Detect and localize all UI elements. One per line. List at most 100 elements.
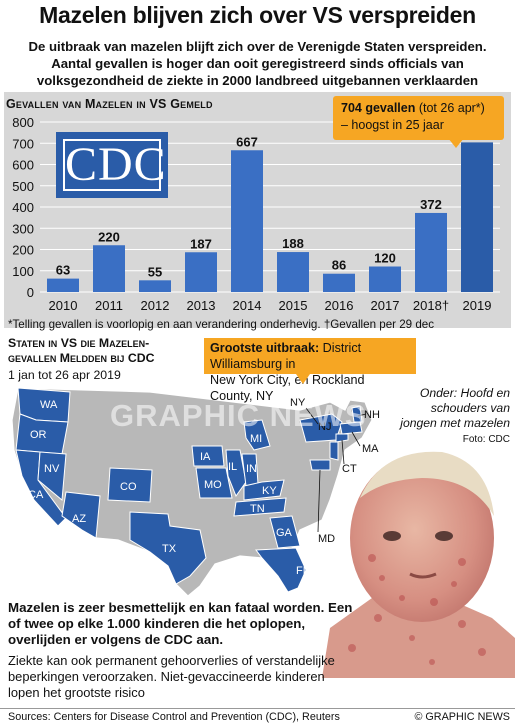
- label-ct: CT: [342, 463, 357, 475]
- label-ga: GA: [276, 527, 293, 539]
- state-ct: [335, 433, 349, 443]
- state-il: [225, 449, 247, 498]
- y-tick-800: 800: [12, 115, 34, 130]
- state-nh: [351, 405, 363, 423]
- x-tick-2013: 2013: [187, 298, 216, 313]
- state-co: [107, 467, 153, 503]
- data-label-2013: 187: [190, 236, 212, 251]
- x-tick-2016: 2016: [325, 298, 354, 313]
- callout-line2: – hoogst in 25 jaar: [341, 118, 444, 132]
- y-tick-400: 400: [12, 200, 34, 215]
- state-or: [15, 413, 69, 455]
- bar-2018†: [415, 212, 447, 292]
- leader-nh: [357, 413, 367, 417]
- chart-heading: Gevallen van Mazelen in VS Gemeld: [6, 97, 213, 111]
- outbreak-rest: District Williamsburg in: [210, 341, 362, 371]
- label-ia: IA: [200, 451, 211, 463]
- map-heading-line-1: Staten in VS die Mazelen-: [8, 336, 150, 350]
- state-mo: [195, 467, 233, 499]
- x-tick-2010: 2010: [49, 298, 78, 313]
- callout-pointer: [448, 138, 464, 148]
- label-tx: TX: [162, 543, 177, 555]
- map-date: 1 jan tot 26 apr 2019: [8, 368, 121, 382]
- label-in: IN: [246, 463, 257, 475]
- state-ky: [243, 479, 285, 501]
- footer-rule: [0, 708, 515, 726]
- bar-2010: [47, 278, 79, 292]
- data-label-2014: 667: [236, 134, 258, 149]
- largest-outbreak-callout: Grootste uitbraak: District Williamsburg…: [204, 338, 416, 403]
- callout-bold: 704 gevallen: [341, 101, 416, 115]
- data-label-2015: 188: [282, 236, 304, 251]
- y-tick-0: 0: [27, 285, 34, 300]
- data-label-2016: 86: [332, 258, 346, 273]
- label-nv: NV: [44, 463, 60, 475]
- map-heading-line-2: gevallen Meldden bij CDC: [8, 351, 155, 365]
- callout-rest: (tot 26 apr*): [415, 101, 485, 115]
- x-tick-2015: 2015: [279, 298, 308, 313]
- subtitle-line-2: Aantal gevallen is hoger dan ooit geregi…: [51, 56, 464, 71]
- state-ga: [269, 515, 301, 549]
- bar-2019: [461, 142, 493, 292]
- label-il: IL: [228, 461, 237, 473]
- bar-2012: [139, 280, 171, 292]
- page-title: Mazelen blijven zich over VS verspreiden: [39, 2, 476, 28]
- state-nv: [37, 451, 67, 501]
- x-tick-2018†: 2018†: [413, 298, 449, 313]
- state-md: [309, 459, 331, 471]
- watermark: GRAPHIC NEWS: [110, 398, 367, 433]
- photo-caption: Onder: Hoofd en schouders van jongen met…: [400, 386, 510, 430]
- outbreak-pointer: [296, 374, 310, 384]
- state-ma: [339, 421, 363, 435]
- state-mi: [243, 419, 271, 451]
- label-nh: NH: [364, 409, 380, 421]
- data-label-2010: 63: [56, 263, 70, 278]
- label-ny: NY: [290, 397, 306, 409]
- sources: Sources: Centers for Disease Control and…: [8, 711, 340, 723]
- state-fl: [255, 547, 307, 593]
- cdc-logo: [56, 132, 168, 198]
- label-tn: TN: [250, 503, 265, 515]
- label-ky: KY: [262, 485, 277, 497]
- data-label-2018†: 372: [420, 197, 442, 212]
- y-tick-200: 200: [12, 243, 34, 258]
- boy-photo: [322, 451, 515, 678]
- callout-2019: 704 gevallen (tot 26 apr*) – hoogst in 2…: [333, 96, 504, 140]
- data-label-2012: 55: [148, 264, 162, 279]
- body-text: Ziekte kan ook permanent gehoorverlies o…: [8, 653, 335, 700]
- cdc-logo-text: CDC: [63, 138, 167, 191]
- map-heading: Staten in VS die Mazelen- gevallen Meldd…: [8, 336, 154, 366]
- x-tick-2012: 2012: [141, 298, 170, 313]
- subtitle-line-3: volksgezondheid de ziekte in 2000 landbr…: [36, 73, 479, 88]
- x-tick-2019: 2019: [463, 298, 492, 313]
- state-az: [61, 491, 101, 539]
- label-co: CO: [120, 481, 137, 493]
- body-bold-text: Mazelen is zeer besmettelijk en kan fata…: [8, 600, 353, 647]
- outbreak-line2: New York City, en Rockland County, NY: [210, 373, 365, 403]
- bar-2017: [369, 266, 401, 292]
- label-wa: WA: [40, 399, 58, 411]
- state-tn: [233, 497, 287, 517]
- y-tick-500: 500: [12, 179, 34, 194]
- x-tick-2011: 2011: [95, 298, 123, 313]
- leader-ct: [341, 439, 345, 465]
- leader-ny: [305, 407, 319, 425]
- label-md: MD: [318, 533, 335, 545]
- label-nj: NJ: [318, 421, 331, 433]
- label-or: OR: [30, 429, 47, 441]
- label-fl: FL: [296, 565, 309, 577]
- y-tick-100: 100: [12, 264, 34, 279]
- bar-2016: [323, 273, 355, 292]
- outbreak-bold: Grootste uitbraak:: [210, 341, 320, 355]
- subtitle: De uitbraak van mazelen blijft zich over…: [0, 38, 515, 89]
- leader-ma: [351, 431, 361, 447]
- state-nj: [329, 441, 339, 461]
- bar-2015: [277, 252, 309, 292]
- state-tx: [129, 511, 207, 585]
- copyright: © GRAPHIC NEWS: [414, 711, 510, 723]
- state-ny: [299, 413, 343, 443]
- bar-chart: 0 100 200 300 400 500 600 700 800 63 2010 220 2011 55…: [12, 115, 500, 313]
- label-mi: MI: [250, 433, 262, 445]
- us-map: WA OR CA NV AZ CO TX MI IL IN IA MO KY T…: [11, 387, 380, 597]
- bar-2013: [185, 252, 217, 292]
